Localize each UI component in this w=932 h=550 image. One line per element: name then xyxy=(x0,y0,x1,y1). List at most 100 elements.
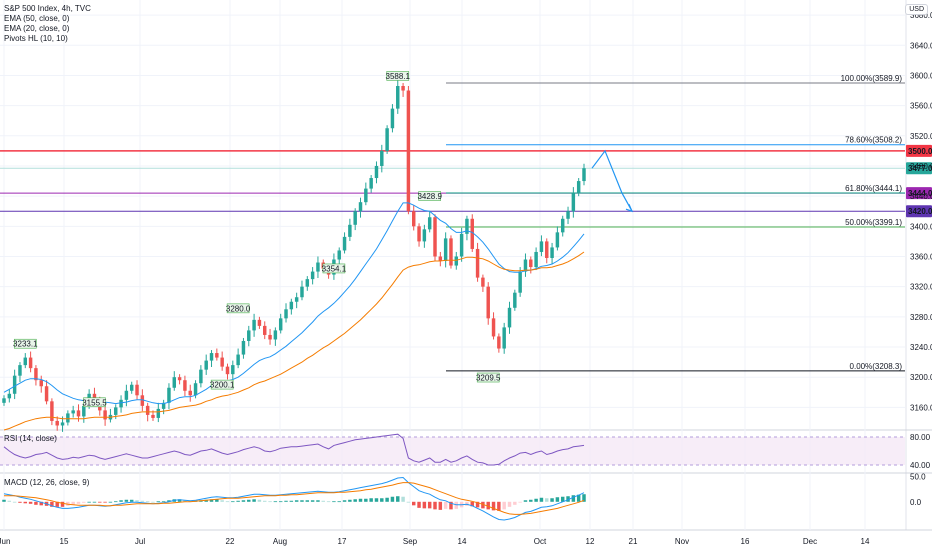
price-axis[interactable]: 3160.00 3200.00 3240.00 3280.00 3320.00 3360.… xyxy=(910,11,932,507)
indicator-pivots[interactable]: Pivots HL (10, 10) xyxy=(4,34,68,43)
candle-body xyxy=(231,365,235,375)
rsi-line xyxy=(3,433,585,466)
macd-histogram-bar xyxy=(156,501,161,503)
candle-body xyxy=(534,251,538,268)
candle-body xyxy=(497,336,501,349)
macd-histogram-bar xyxy=(284,500,288,502)
candle-body xyxy=(44,386,49,402)
macd-histogram-bar xyxy=(321,500,325,502)
time-tick-label: 14 xyxy=(458,537,467,546)
candle-body xyxy=(518,271,522,293)
rsi-title[interactable]: RSI (14, close) xyxy=(4,434,57,443)
candles[interactable] xyxy=(2,79,586,432)
projection-arrowhead xyxy=(625,203,634,213)
macd-histogram-bar xyxy=(209,499,214,502)
candle-body xyxy=(209,353,214,361)
pivot-label: 3588.1 xyxy=(386,72,411,81)
candle-body xyxy=(71,410,75,414)
fib-level-label: 100.00%(3589.9) xyxy=(841,74,903,83)
macd-histogram-bar xyxy=(124,499,129,502)
price-tick-label: 3160.00 xyxy=(910,403,932,412)
candle-body xyxy=(34,368,38,381)
pivot-label-box xyxy=(210,379,234,390)
macd-histogram-bar xyxy=(12,501,17,503)
macd-title[interactable]: MACD (12, 26, close, 9) xyxy=(4,478,90,487)
price-tick-label: 3400.00 xyxy=(910,222,932,231)
macd-histogram-bar xyxy=(225,501,230,503)
fib-level-label: 61.80%(3444.1) xyxy=(845,184,902,193)
macd-histogram-bar xyxy=(7,500,12,502)
macd-histogram-bar xyxy=(454,501,459,509)
macd-histogram-bar xyxy=(177,499,182,502)
time-axis[interactable]: Jun 15 Jul 22 Aug 17 Sep 14 Oct 12 21 Nov 16 Dec 14 xyxy=(0,537,870,546)
candle-body xyxy=(92,393,97,400)
macd-histogram-bar xyxy=(427,501,432,509)
candle-body xyxy=(560,218,565,233)
rsi-tick-label: 40.00 xyxy=(910,461,931,470)
candle-body xyxy=(539,241,544,252)
macd-histogram-bar xyxy=(545,498,549,502)
indicator-ema50[interactable]: EMA (50, close, 0) xyxy=(4,14,70,23)
macd-histogram-bar xyxy=(486,501,490,510)
candle-body xyxy=(18,365,22,376)
price-levels: 3500.0 3477.0 3444.0 3420.0 100.00%(3589.9) 7… xyxy=(0,74,932,372)
pivot-label-box xyxy=(322,263,346,274)
macd-histogram-bar xyxy=(129,499,134,502)
candle-body xyxy=(566,211,570,219)
pivot-label-box xyxy=(476,372,500,383)
indicator-ema20[interactable]: EMA (20, close, 0) xyxy=(4,24,70,33)
currency-badge[interactable]: USD xyxy=(905,4,928,15)
macd-histogram-bar xyxy=(87,501,91,503)
candle-body xyxy=(82,405,86,417)
candle-body xyxy=(39,380,43,387)
pivot-labels: 3233.1 3155.5 3280.0 3200.1 3354.1 3588.1 3428… xyxy=(13,71,501,407)
macd-histogram-bar xyxy=(433,501,437,510)
macd-pane xyxy=(2,476,586,521)
macd-histogram-bar xyxy=(215,499,219,502)
macd-histogram-bar xyxy=(28,501,33,504)
candle-body xyxy=(124,390,129,400)
macd-histogram-bar xyxy=(576,494,581,502)
candle-body xyxy=(571,193,576,212)
candle-body xyxy=(454,256,459,266)
candle-body xyxy=(247,330,251,341)
macd-histogram-bar xyxy=(364,498,368,502)
macd-histogram-bar xyxy=(50,501,54,507)
candle-body xyxy=(284,309,288,319)
candle-body xyxy=(491,318,496,337)
macd-histogram-bar xyxy=(523,500,528,502)
macd-histogram-bar xyxy=(294,500,299,502)
candle-body xyxy=(55,420,59,426)
fib-level-label: 50.00%(3399.1) xyxy=(845,218,902,227)
macd-histogram-bar xyxy=(82,501,86,503)
candle-body xyxy=(342,236,347,251)
macd-histogram-bar xyxy=(497,501,501,511)
candle-body xyxy=(380,150,384,166)
macd-histogram-bar xyxy=(406,501,411,503)
candle-body xyxy=(364,188,368,203)
macd-histogram-bar xyxy=(411,501,416,506)
macd-histogram-bar xyxy=(23,501,28,504)
pivot-label: 3280.0 xyxy=(226,304,251,313)
macd-histogram-bar xyxy=(380,498,384,502)
macd-line xyxy=(3,476,585,521)
candle-body xyxy=(481,277,485,287)
price-tick-label: 3520.00 xyxy=(910,132,932,141)
macd-histogram-bar xyxy=(491,501,496,511)
candle-body xyxy=(523,259,528,272)
macd-histogram-bar xyxy=(582,494,586,502)
macd-histogram-bar xyxy=(560,496,565,502)
candle-body xyxy=(289,301,294,310)
macd-histogram-bar xyxy=(342,500,347,502)
pivot-label-box xyxy=(226,303,250,314)
time-tick-label: Dec xyxy=(803,537,817,546)
macd-histogram-bar xyxy=(571,495,576,502)
candle-body xyxy=(188,390,192,396)
pivot-label: 3233.1 xyxy=(13,340,38,349)
candle-body xyxy=(310,271,315,280)
candle-body xyxy=(66,413,70,423)
time-tick-label: 14 xyxy=(861,537,870,546)
candle-body xyxy=(316,262,320,272)
macd-histogram-bar xyxy=(310,500,315,502)
